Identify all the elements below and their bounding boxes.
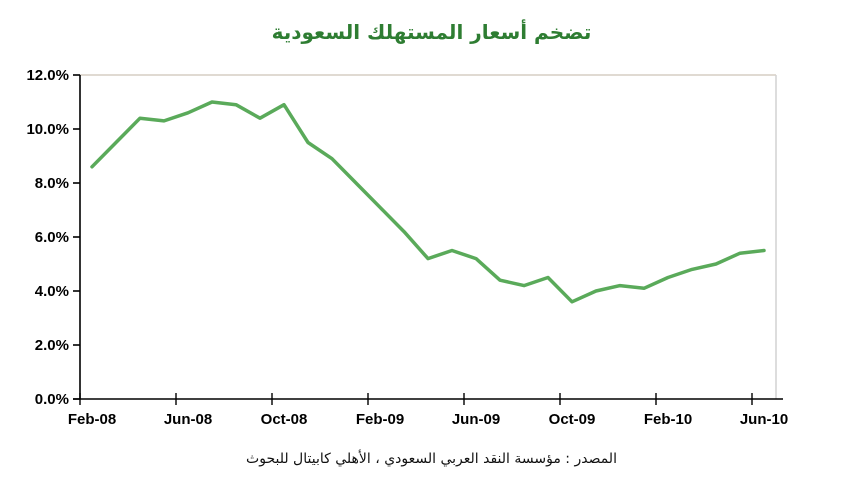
x-axis-label: Oct-08	[261, 411, 308, 428]
x-axis-label: Jun-09	[452, 411, 500, 428]
y-axis-label: 12.0%	[26, 67, 69, 84]
y-axis-label: 0.0%	[35, 391, 69, 408]
chart-title: تضخم أسعار المستهلك السعودية	[271, 20, 592, 44]
x-axis-label: Jun-08	[164, 411, 212, 428]
y-axis-label: 8.0%	[35, 175, 69, 192]
x-axis-label: Feb-10	[644, 411, 692, 428]
y-axis-label: 2.0%	[35, 337, 69, 354]
y-axis-label: 6.0%	[35, 229, 69, 246]
x-axis-label: Feb-09	[356, 411, 404, 428]
y-axis-label: 10.0%	[26, 121, 69, 138]
y-axis-label: 4.0%	[35, 283, 69, 300]
source-note: المصدر : مؤسسة النقد العربي السعودي ، ال…	[246, 451, 617, 467]
x-axis-label: Jun-10	[740, 411, 788, 428]
x-axis-label: Oct-09	[549, 411, 596, 428]
inflation-line-series	[90, 100, 766, 304]
x-axis-label: Feb-08	[68, 411, 116, 428]
